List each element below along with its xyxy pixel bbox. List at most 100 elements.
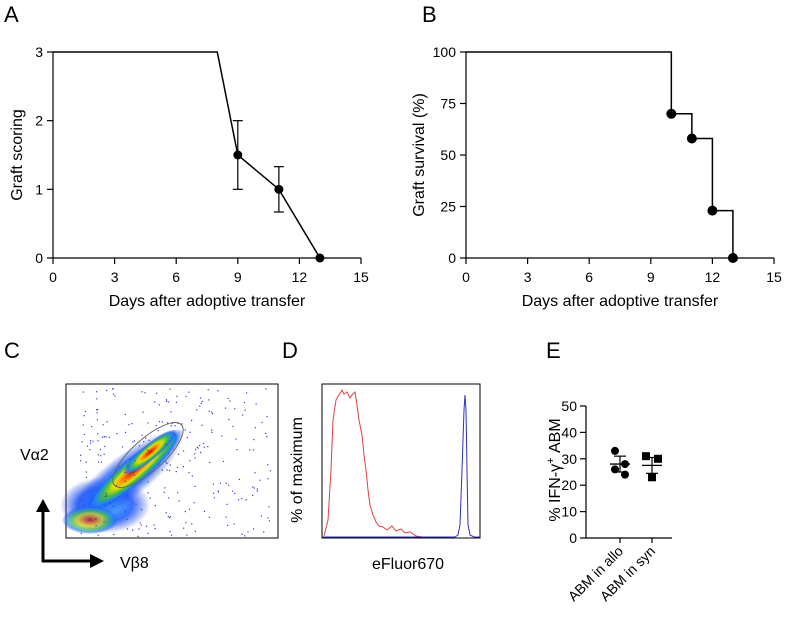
panel-c-event-dot xyxy=(191,419,193,422)
panel-c-event-dot xyxy=(169,516,171,518)
panel-c-event-dot xyxy=(177,492,179,494)
panel-c-event-dot xyxy=(124,471,126,473)
panel-c-event-dot xyxy=(132,529,134,531)
panel-c-event-dot xyxy=(98,461,100,463)
panel-c-event-dot xyxy=(191,523,193,525)
panel-c-event-dot xyxy=(113,505,115,508)
panel-c-event-dot xyxy=(188,391,190,393)
panel-a-x-tick-label: 6 xyxy=(172,269,180,285)
panel-c-event-dot xyxy=(226,503,228,505)
panel-c-event-dot xyxy=(82,424,84,426)
panel-a-x-tick-label: 15 xyxy=(353,269,369,285)
panel-c-event-dot xyxy=(163,491,165,493)
panel-c-event-dot xyxy=(83,504,85,506)
panel-c-x-arrowhead xyxy=(90,554,104,568)
panel-c-event-dot xyxy=(141,391,143,393)
panel-c-event-dot xyxy=(113,533,115,536)
panel-c-event-dot xyxy=(101,436,104,438)
panel-c-event-dot xyxy=(252,449,254,451)
panel-c-event-dot xyxy=(158,404,160,406)
panel-c-event-dot xyxy=(200,402,203,404)
panel-letter-a: A xyxy=(4,2,19,27)
panel-c-event-dot xyxy=(106,389,108,392)
panel-c-event-dot xyxy=(194,448,197,451)
panel-c-event-dot xyxy=(140,508,143,511)
panel-c-event-dot xyxy=(263,531,265,533)
panel-c-event-dot xyxy=(244,409,246,411)
panel-d-blue-histogram xyxy=(322,394,480,538)
panel-c-event-dot xyxy=(227,524,229,527)
panel-c-event-dot xyxy=(268,520,270,522)
panel-b-data-point xyxy=(727,253,738,263)
panel-c-event-dot xyxy=(188,471,190,474)
panel-c-event-dot xyxy=(203,446,205,448)
panel-c-event-dot xyxy=(186,534,188,536)
panel-c-event-dot xyxy=(207,389,209,391)
panel-c-event-dot xyxy=(139,522,141,524)
panel-c-event-dot xyxy=(201,424,203,426)
panel-c-event-dot xyxy=(161,469,163,471)
panel-d-y-axis-title: % of maximum xyxy=(289,417,306,523)
panel-e-y-tick-label: 30 xyxy=(561,451,577,467)
panel-c-event-dot xyxy=(168,469,171,472)
panel-c-event-dot xyxy=(142,411,144,413)
panel-b-y-tick-label: 75 xyxy=(440,96,456,112)
panel-b-y-tick-label: 25 xyxy=(440,199,456,215)
panel-c-event-dot xyxy=(103,436,105,438)
panel-c-event-dot xyxy=(116,432,118,435)
panel-c-event-dot xyxy=(165,461,167,463)
panel-c-event-dot xyxy=(134,460,136,462)
panel-c-event-dot xyxy=(114,395,116,397)
panel-c-event-dot xyxy=(266,415,268,418)
panel-c-event-dot xyxy=(129,458,131,460)
panel-c-event-dot xyxy=(225,482,227,484)
panel-c-event-dot xyxy=(245,392,248,394)
panel-c-event-dot xyxy=(175,470,177,473)
panel-c-event-dot xyxy=(191,475,193,477)
panel-c-event-dot xyxy=(154,505,156,507)
panel-c-event-dot xyxy=(217,390,219,392)
panel-e-data-point xyxy=(611,446,619,455)
panel-c-event-dot xyxy=(171,534,173,536)
panel-c-density-cloud xyxy=(60,428,184,534)
panel-c-event-dot xyxy=(198,444,201,447)
panel-c-gate-ellipse xyxy=(112,422,184,488)
panel-c-event-dot xyxy=(252,528,255,530)
panel-c-event-dot xyxy=(207,445,209,448)
panel-c-event-dot xyxy=(213,497,215,499)
panel-c-event-dot xyxy=(199,451,202,454)
panel-c-event-dot xyxy=(95,518,97,520)
panel-e-y-axis-title-tail: ABM xyxy=(547,418,564,457)
panel-c-event-dot xyxy=(208,399,210,401)
panel-c-event-dot xyxy=(80,454,82,456)
panel-c-event-dot xyxy=(189,460,191,462)
panel-c-event-dot xyxy=(91,426,93,428)
panel-c-event-dot xyxy=(125,497,127,499)
panel-c-event-dot xyxy=(105,492,107,495)
panel-c-event-dot xyxy=(85,461,87,463)
panel-c-event-dot xyxy=(147,532,149,534)
panel-c-event-dot xyxy=(141,434,143,436)
panel-c-event-dot xyxy=(89,440,92,442)
panel-c-event-dot xyxy=(99,449,102,451)
panel-c-event-dot xyxy=(128,424,130,426)
panel-c-event-dot xyxy=(109,502,112,504)
panel-c-event-dot xyxy=(105,436,107,438)
panel-c-event-dot xyxy=(241,533,243,535)
panel-d-plot-frame xyxy=(321,383,481,539)
panel-a-x-tick-label: 0 xyxy=(49,269,57,285)
panel-c-event-dot xyxy=(119,466,121,468)
panel-c-event-dot xyxy=(238,478,241,481)
panel-e-y-tick-label: 40 xyxy=(561,424,577,440)
panel-c-event-dot xyxy=(177,453,180,455)
panel-c-event-dot xyxy=(95,391,98,393)
panel-c-event-dot xyxy=(132,501,134,503)
panel-a-y-tick-label: 2 xyxy=(35,113,43,129)
panel-c-event-dot xyxy=(97,433,99,435)
panel-c-event-dot xyxy=(84,410,86,413)
panel-b-y-axis-title: Graft survival (%) xyxy=(411,93,428,217)
panel-c-event-dot xyxy=(224,407,227,409)
panel-a-x-tick-label: 12 xyxy=(292,269,308,285)
panel-c-event-dot xyxy=(95,409,98,411)
